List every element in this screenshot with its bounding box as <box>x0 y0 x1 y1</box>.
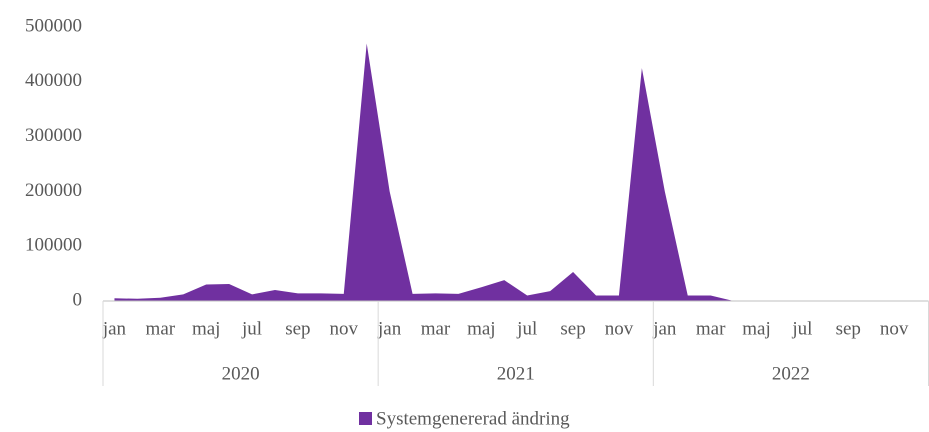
x-tick-label: mar <box>146 318 176 339</box>
x-tick-label: maj <box>192 318 221 339</box>
x-tick-label: jul <box>791 318 812 339</box>
x-tick-label: nov <box>605 318 634 339</box>
x-tick-label: maj <box>467 318 496 339</box>
x-tick-label: jul <box>516 318 537 339</box>
x-group-label: 2020 <box>222 363 260 384</box>
x-tick-label: jul <box>241 318 262 339</box>
x-tick-label: jan <box>652 318 677 339</box>
x-tick-label: mar <box>696 318 726 339</box>
x-group-label: 2021 <box>497 363 535 384</box>
legend-swatch <box>359 412 372 425</box>
area <box>114 43 918 301</box>
y-tick-label: 0 <box>73 289 83 310</box>
x-tick-label: maj <box>742 318 771 339</box>
y-tick-label: 200000 <box>25 180 82 201</box>
y-tick-label: 100000 <box>25 235 82 256</box>
y-tick-label: 300000 <box>25 125 82 146</box>
x-tick-label: sep <box>560 318 585 339</box>
x-tick-label: sep <box>836 318 861 339</box>
y-tick-label: 500000 <box>25 15 82 36</box>
x-tick-label: nov <box>330 318 359 339</box>
x-tick-label: sep <box>285 318 310 339</box>
legend-label: Systemgenererad ändring <box>376 408 570 429</box>
x-tick-label: jan <box>377 318 402 339</box>
x-tick-label: nov <box>880 318 909 339</box>
x-group-label: 2022 <box>772 363 810 384</box>
x-tick-label: mar <box>421 318 451 339</box>
y-tick-label: 400000 <box>25 70 82 91</box>
x-tick-label: jan <box>102 318 127 339</box>
